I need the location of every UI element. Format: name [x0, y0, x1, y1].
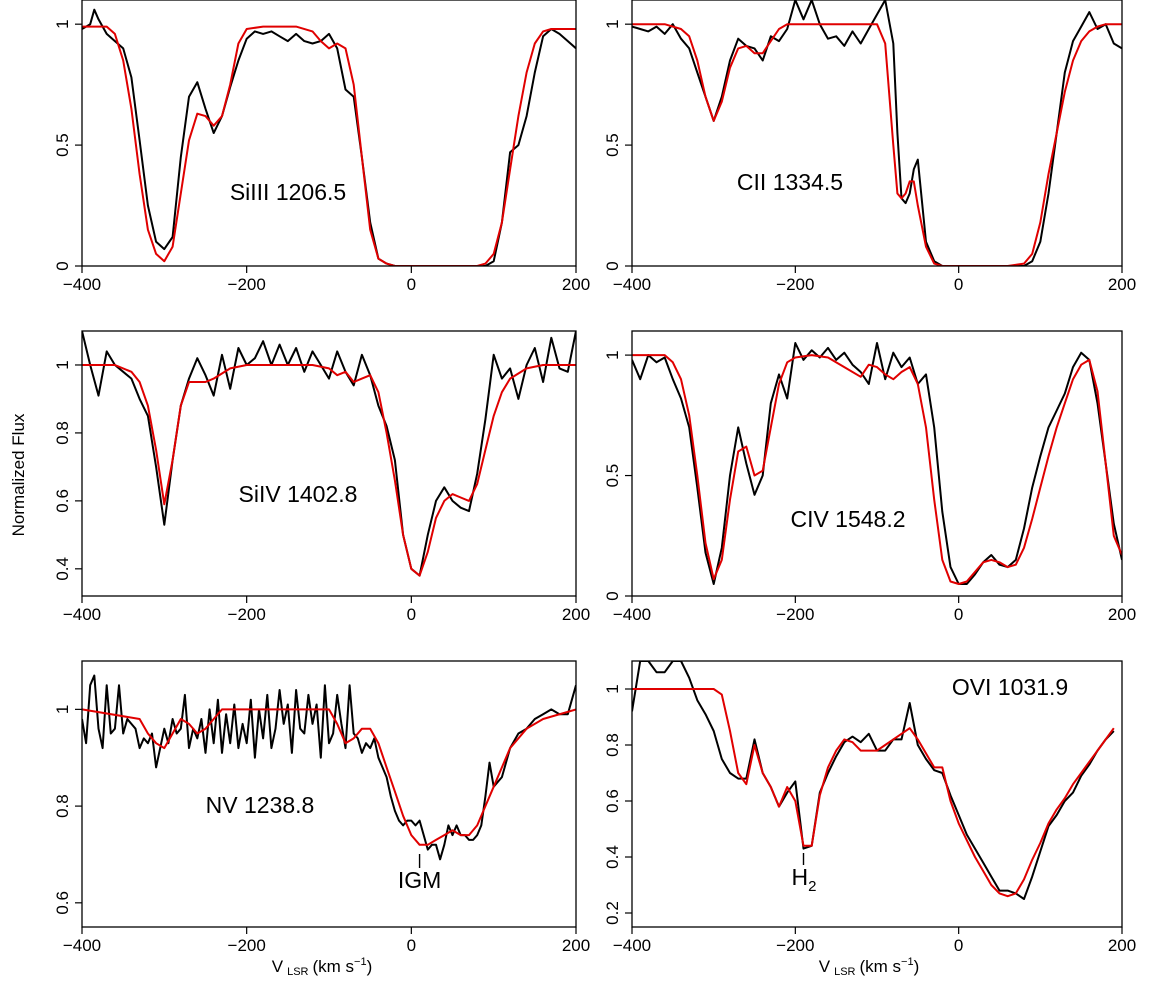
y-tick-label: 0 — [603, 261, 622, 270]
x-tick-label: −200 — [776, 605, 814, 624]
model-line — [632, 23, 1122, 266]
y-tick-label: 0.8 — [53, 421, 72, 445]
annotation-label: H2 — [792, 864, 817, 895]
x-axis-title-sub: LSR — [287, 966, 308, 978]
y-tick-label: 1 — [53, 705, 72, 714]
x-tick-label: 0 — [954, 936, 963, 955]
x-axis-title-units: (km s — [859, 957, 901, 976]
plot-frame — [631, 0, 1123, 267]
plot-frame — [631, 660, 1123, 928]
x-axis-title-close: ) — [914, 957, 920, 976]
x-axis-title-exp: −1 — [901, 956, 914, 968]
data-line — [632, 0, 1122, 266]
x-tick-label: −400 — [63, 275, 101, 294]
plot-frame — [81, 660, 577, 928]
x-tick-label: 200 — [562, 605, 590, 624]
y-tick-label: 0.5 — [603, 133, 622, 157]
x-tick-label: −400 — [63, 605, 101, 624]
x-tick-label: 0 — [407, 936, 416, 955]
x-tick-label: 200 — [562, 936, 590, 955]
y-tick-label: 0.6 — [53, 891, 72, 915]
x-tick-label: 0 — [954, 605, 963, 624]
ion-label: NV 1238.8 — [206, 792, 315, 818]
x-tick-label: 200 — [1108, 936, 1136, 955]
model-line — [82, 364, 576, 577]
x-tick-label: 0 — [954, 275, 963, 294]
x-axis-title-right: V LSR (km s−1) — [819, 956, 920, 978]
x-tick-label: 200 — [1108, 605, 1136, 624]
panel-3: −400 −200 0 200 0.4 0.6 0.8 1 SiIV 1402.8 — [53, 330, 590, 624]
x-tick-label: −400 — [613, 605, 651, 624]
x-tick-label: 0 — [407, 605, 416, 624]
data-line — [82, 331, 576, 577]
x-tick-label: −200 — [776, 275, 814, 294]
y-tick-label: 0.5 — [603, 464, 622, 488]
model-line — [632, 354, 1122, 585]
x-tick-label: 200 — [562, 275, 590, 294]
x-axis-title-v: V — [272, 957, 284, 976]
y-tick-label: 0.4 — [53, 557, 72, 581]
y-tick-label: 1 — [53, 19, 72, 28]
x-tick-label: −200 — [228, 605, 266, 624]
y-tick-label: 0.2 — [603, 901, 622, 925]
x-axis-title-close: ) — [367, 957, 373, 976]
y-tick-label: 1 — [603, 19, 622, 28]
y-tick-label: 0 — [53, 261, 72, 270]
panel-1: −400 −200 0 200 0 0.5 1 SiIII 1206.5 — [53, 0, 590, 294]
ion-label: CIV 1548.2 — [790, 506, 905, 532]
y-axis-title: Normalized Flux — [9, 413, 28, 536]
y-tick-label: 1 — [53, 360, 72, 369]
annotation-label: IGM — [398, 867, 441, 893]
x-tick-label: −200 — [228, 936, 266, 955]
x-tick-label: 0 — [407, 275, 416, 294]
plot-frame — [631, 330, 1123, 597]
model-line — [82, 708, 576, 846]
panel-4: −400 −200 0 200 0 0.5 1 CIV 1548.2 — [603, 330, 1136, 624]
plot-frame — [81, 330, 577, 597]
x-axis-title-v: V — [819, 957, 831, 976]
ion-label: SiIII 1206.5 — [230, 179, 346, 205]
panel-5: −400 −200 0 200 0.6 0.8 1 NV 1238.8 IGM — [53, 660, 590, 955]
y-tick-label: 0.4 — [603, 845, 622, 869]
ion-label: OVI 1031.9 — [952, 674, 1068, 700]
model-line — [82, 25, 576, 266]
ion-label: CII 1334.5 — [737, 169, 843, 195]
model-line — [632, 688, 1115, 898]
y-tick-label: 0.5 — [53, 133, 72, 157]
y-tick-label: 0.6 — [603, 789, 622, 813]
x-axis-title-units: (km s — [312, 957, 354, 976]
y-tick-label: 1 — [603, 684, 622, 693]
data-line — [632, 661, 1115, 900]
data-line — [82, 674, 576, 861]
y-tick-label: 0.6 — [53, 489, 72, 513]
x-axis-title-exp: −1 — [354, 956, 367, 968]
y-tick-label: 0 — [603, 591, 622, 600]
y-tick-label: 0.8 — [53, 794, 72, 818]
y-tick-label: 0.8 — [603, 733, 622, 757]
plot-frame — [81, 0, 577, 267]
panel-2: −400 −200 0 200 0 0.5 1 CII 1334.5 — [603, 0, 1136, 294]
ion-label: SiIV 1402.8 — [239, 481, 358, 507]
x-axis-title-left: V LSR (km s−1) — [272, 956, 373, 978]
x-tick-label: −200 — [228, 275, 266, 294]
x-tick-label: −400 — [63, 936, 101, 955]
y-tick-label: 1 — [603, 350, 622, 359]
x-tick-label: 200 — [1108, 275, 1136, 294]
x-tick-label: −400 — [613, 275, 651, 294]
x-tick-label: −200 — [776, 936, 814, 955]
panel-6: −400 −200 0 200 0.2 0.4 0.6 0.8 1 OVI 1031.9 H2 — [603, 660, 1136, 955]
data-line — [632, 342, 1122, 585]
x-axis-title-sub: LSR — [834, 966, 855, 978]
x-tick-label: −400 — [613, 936, 651, 955]
